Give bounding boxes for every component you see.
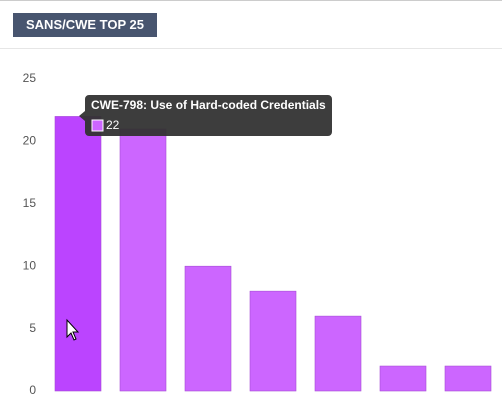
y-tick-label: 20 xyxy=(23,134,37,148)
plot-area: 0 5 10 15 20 25 xyxy=(23,71,492,397)
tooltip-title: CWE-798: Use of Hard-coded Credentials xyxy=(91,98,326,112)
tooltip-swatch xyxy=(91,119,104,132)
bar xyxy=(379,365,427,392)
tooltip: CWE-798: Use of Hard-coded Credentials 2… xyxy=(79,95,332,136)
bar xyxy=(119,128,167,392)
tooltip-box xyxy=(79,95,332,136)
bar xyxy=(314,315,362,392)
y-tick-label: 0 xyxy=(29,383,36,397)
bar xyxy=(184,265,232,392)
bar xyxy=(444,365,492,392)
y-tick-label: 10 xyxy=(23,258,37,272)
bar xyxy=(249,290,297,392)
tooltip-value: 22 xyxy=(106,118,120,132)
y-tick-label: 5 xyxy=(29,321,36,335)
cursor xyxy=(66,318,80,341)
y-tick-label: 15 xyxy=(23,196,37,210)
bar xyxy=(54,116,102,392)
header-title: SANS/CWE TOP 25 xyxy=(26,17,144,32)
y-tick-label: 25 xyxy=(23,71,37,85)
header-badge xyxy=(13,13,157,37)
